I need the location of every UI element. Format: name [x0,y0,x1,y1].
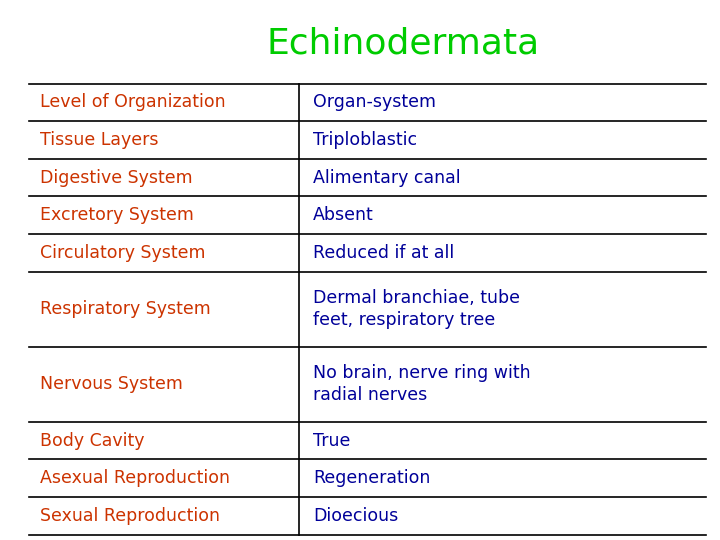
Text: Triploblastic: Triploblastic [313,131,418,149]
Text: Body Cavity: Body Cavity [40,431,144,450]
Text: Circulatory System: Circulatory System [40,244,205,262]
Text: Dermal branchiae, tube
feet, respiratory tree: Dermal branchiae, tube feet, respiratory… [313,289,521,329]
Text: Tissue Layers: Tissue Layers [40,131,158,149]
Text: Echinodermata: Echinodermata [266,27,540,61]
Text: True: True [313,431,351,450]
Text: No brain, nerve ring with
radial nerves: No brain, nerve ring with radial nerves [313,364,531,404]
Text: Alimentary canal: Alimentary canal [313,168,461,187]
Text: Respiratory System: Respiratory System [40,300,210,318]
Text: Organ-system: Organ-system [313,93,436,111]
Text: Sexual Reproduction: Sexual Reproduction [40,507,220,525]
Text: Asexual Reproduction: Asexual Reproduction [40,469,230,487]
Text: Dioecious: Dioecious [313,507,398,525]
Text: Excretory System: Excretory System [40,206,194,224]
Text: Reduced if at all: Reduced if at all [313,244,454,262]
Text: Nervous System: Nervous System [40,375,182,393]
Text: Digestive System: Digestive System [40,168,192,187]
Text: Absent: Absent [313,206,374,224]
Text: Regeneration: Regeneration [313,469,431,487]
Text: Level of Organization: Level of Organization [40,93,225,111]
